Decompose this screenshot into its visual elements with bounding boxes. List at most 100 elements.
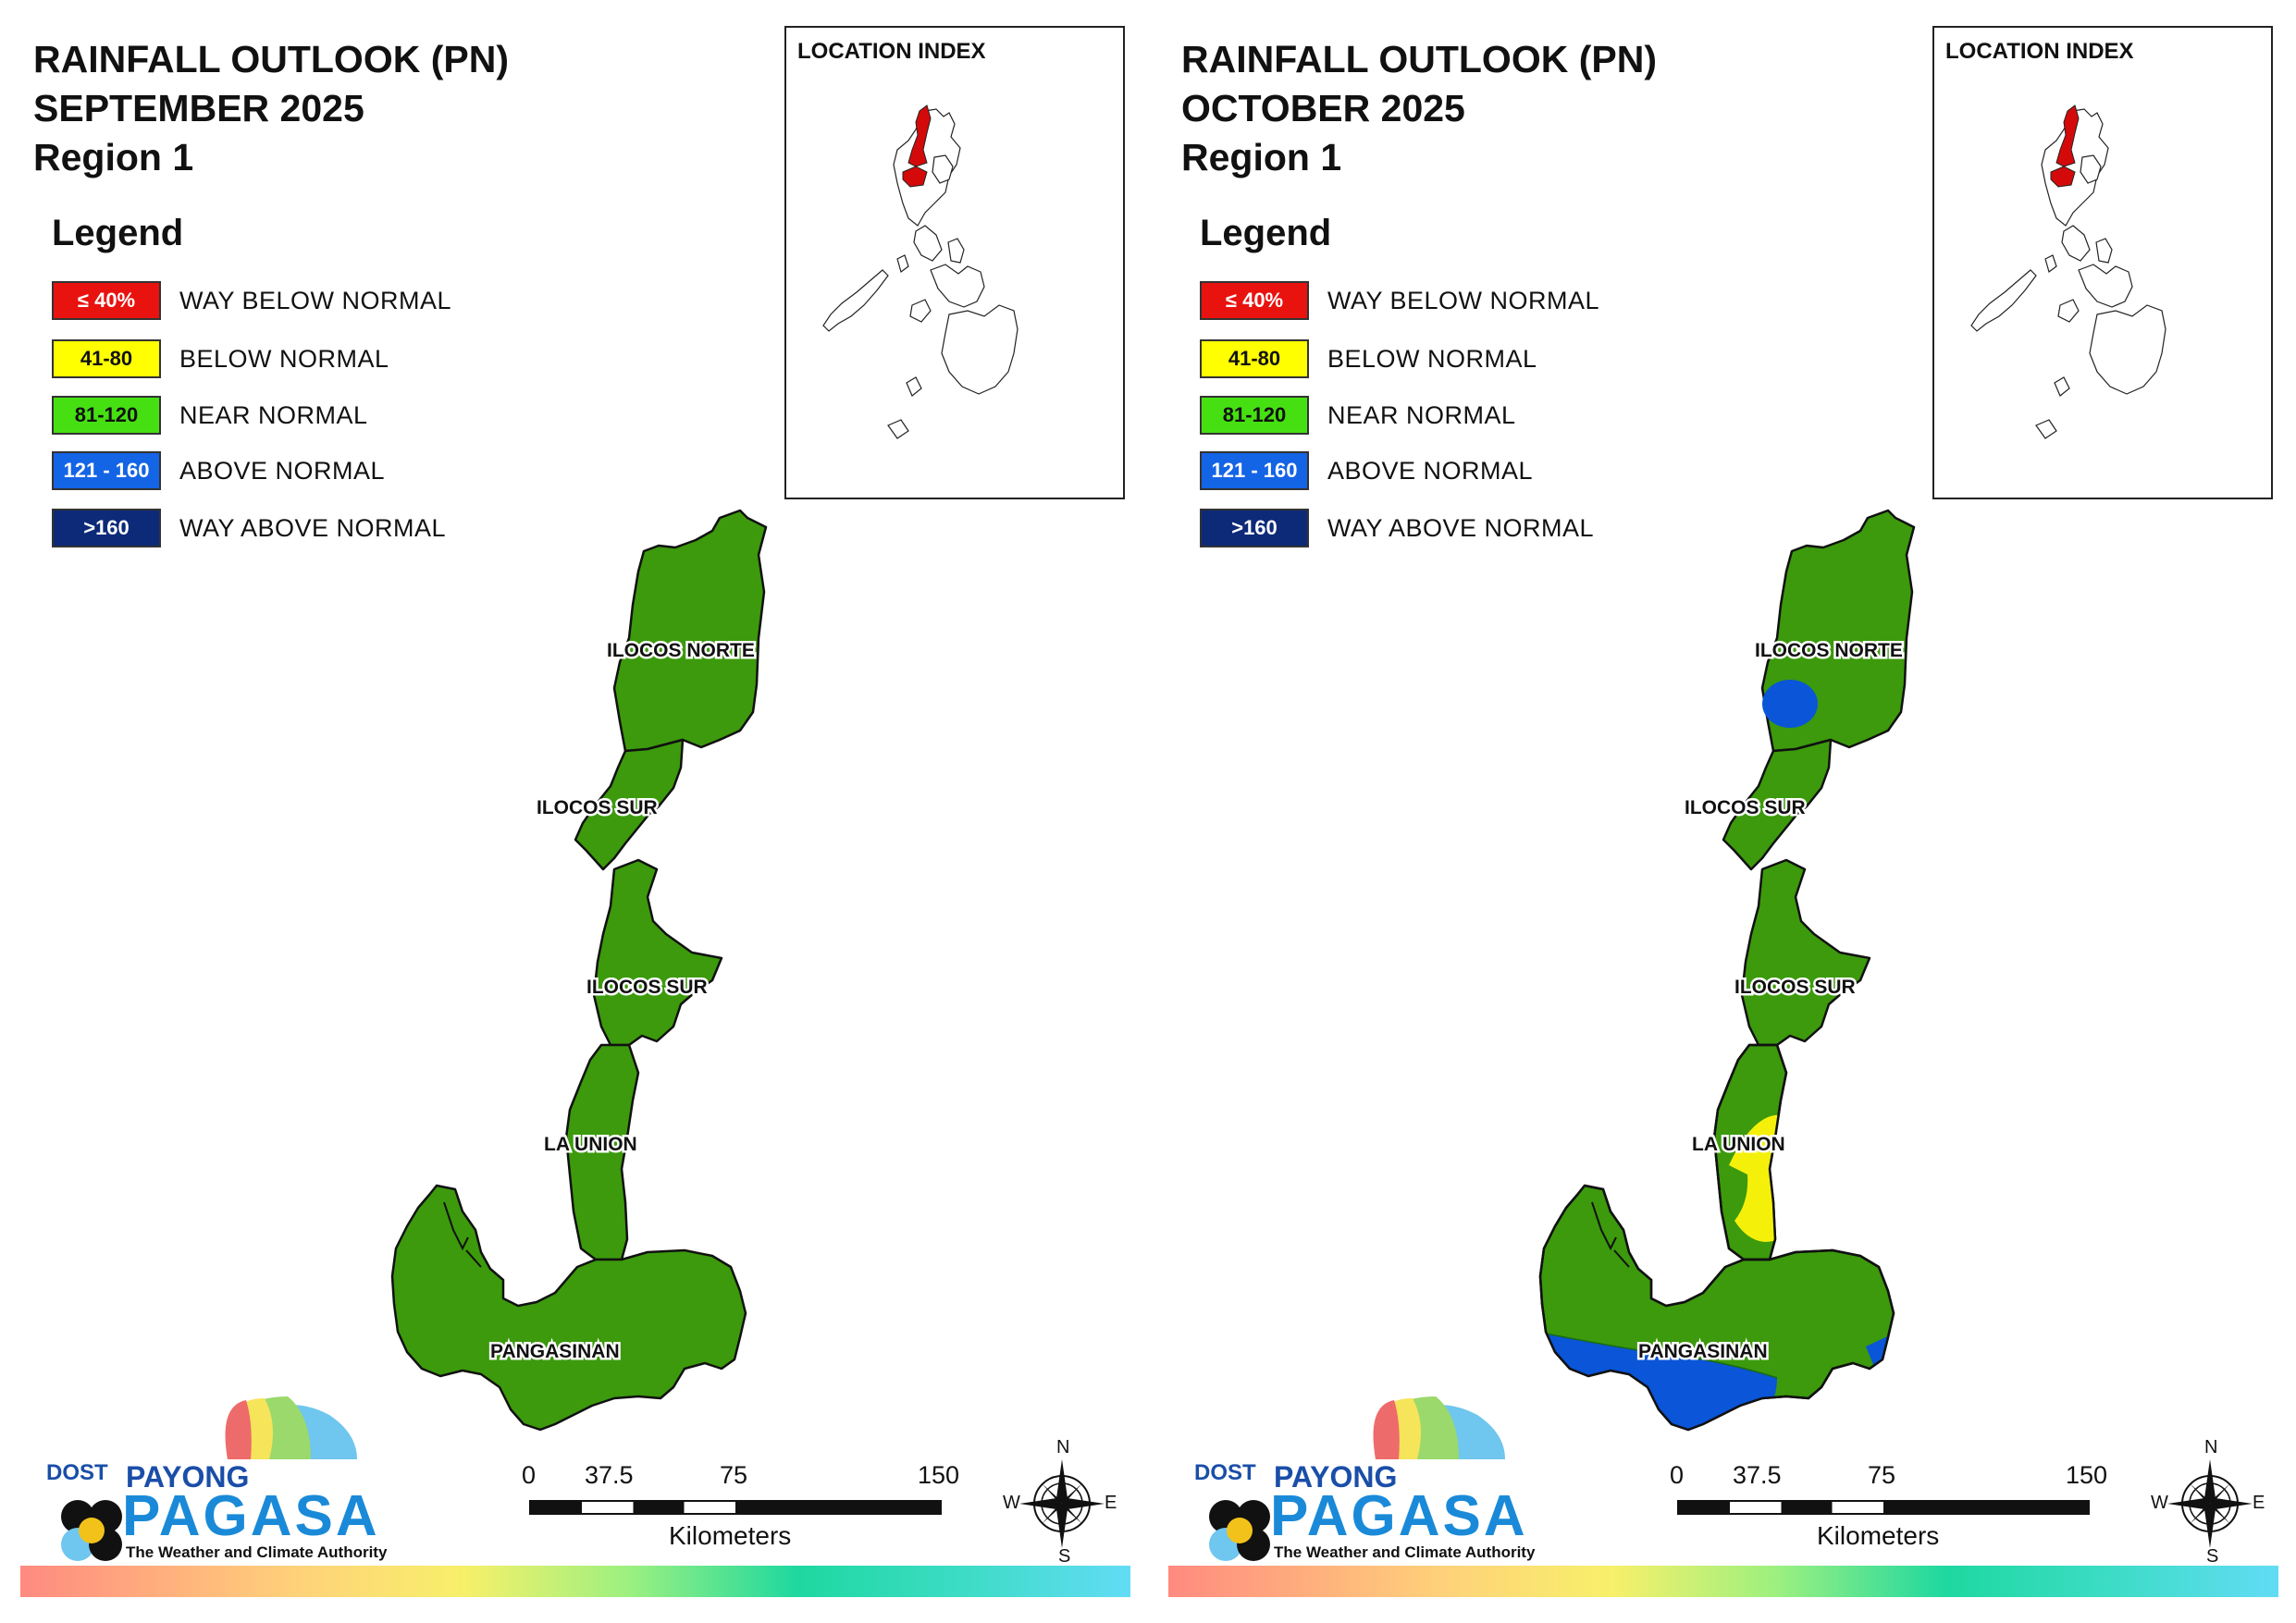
legend-item-way-below: ≤ 40% WAY BELOW NORMAL (1200, 280, 1599, 321)
location-index-inset: LOCATION INDEX (784, 26, 1125, 499)
outlook-panel-october: RAINFALL OUTLOOK (PN) OCTOBER 2025 Regio… (1148, 0, 2296, 1623)
ilocos-sur-north-polygon (574, 738, 685, 871)
province-label: LA UNION (544, 1134, 637, 1155)
ilocos-sur-south-polygon (1740, 858, 1871, 1047)
title-line-3: Region 1 (33, 136, 194, 178)
legend-label: ABOVE NORMAL (1327, 456, 1534, 485)
compass-s: S (1058, 1546, 1071, 1567)
philippines-outline-map (822, 105, 1018, 439)
legend-label: WAY ABOVE NORMAL (1327, 513, 1595, 542)
scale-bar: 0 37.5 75 150 Kilometers (1666, 1461, 2110, 1563)
legend-item-near: 81-120 NEAR NORMAL (52, 395, 368, 436)
scale-unit: Kilometers (1817, 1521, 1940, 1550)
footer-gradient-bar (1168, 1566, 2278, 1597)
anomaly-above-normal-ilocos-norte (1762, 680, 1818, 728)
ilocos-norte-polygon (612, 509, 768, 753)
scale-tick: 75 (720, 1461, 748, 1489)
legend-label: WAY BELOW NORMAL (179, 286, 452, 314)
legend-swatch: 81-120 (1200, 396, 1309, 435)
province-label: PANGASINAN (490, 1341, 620, 1362)
legend-item-way-above: >160 WAY ABOVE NORMAL (52, 508, 446, 548)
legend-label: NEAR NORMAL (179, 400, 368, 429)
legend-label: BELOW NORMAL (179, 344, 389, 373)
scale-bar-graphic (529, 1500, 942, 1515)
logo-tagline: The Weather and Climate Authority (126, 1543, 388, 1561)
legend-title: Legend (52, 213, 184, 253)
compass-s: S (2206, 1546, 2219, 1567)
legend-item-above: 121 - 160 ABOVE NORMAL (1200, 450, 1533, 491)
north-arrow: N S E W (2151, 1437, 2267, 1567)
scale-tick: 75 (1868, 1461, 1896, 1489)
philippines-outline-map (1970, 105, 2166, 439)
legend-item-below: 41-80 BELOW NORMAL (52, 338, 389, 379)
compass-w: W (1003, 1493, 1020, 1513)
scale-tick: 37.5 (1733, 1461, 1782, 1489)
legend-swatch: 81-120 (52, 396, 161, 435)
ilocos-sur-north-polygon (1722, 738, 1833, 871)
legend-label: WAY BELOW NORMAL (1327, 286, 1600, 314)
location-index-inset: LOCATION INDEX (1932, 26, 2273, 499)
scale-unit: Kilometers (669, 1521, 792, 1550)
payong-pagasa-logo: DOST PAYONG PAGASA The Weather and Clima… (1194, 1396, 1536, 1561)
logo-dost: DOST (1194, 1460, 1256, 1485)
legend-swatch: 121 - 160 (52, 451, 161, 490)
region-1-map: ILOCOS NORTE ILOCOS SUR ILOCOS SUR LA UN… (1538, 509, 1916, 1432)
legend-label: BELOW NORMAL (1327, 344, 1537, 373)
legend-item-below: 41-80 BELOW NORMAL (1200, 338, 1537, 379)
legend-swatch: 41-80 (52, 339, 161, 378)
legend-item-near: 81-120 NEAR NORMAL (1200, 395, 1516, 436)
legend-label: WAY ABOVE NORMAL (179, 513, 447, 542)
legend-swatch: 41-80 (1200, 339, 1309, 378)
province-label: LA UNION (1692, 1134, 1785, 1155)
compass-n: N (1056, 1437, 1070, 1457)
legend-label: NEAR NORMAL (1327, 400, 1516, 429)
legend-swatch: >160 (52, 509, 161, 547)
scale-tick: 150 (918, 1461, 960, 1489)
pangasinan-polygon (390, 1184, 747, 1432)
title-line-1: RAINFALL OUTLOOK (PN) (1181, 38, 1657, 80)
ilocos-sur-south-polygon (592, 858, 723, 1047)
province-label: ILOCOS NORTE (607, 640, 755, 661)
province-label: ILOCOS SUR (1734, 977, 1856, 998)
legend-swatch: 121 - 160 (1200, 451, 1309, 490)
panel-title: RAINFALL OUTLOOK (PN) OCTOBER 2025 Regio… (1181, 35, 1657, 182)
logo-dost: DOST (46, 1460, 108, 1485)
inset-title: LOCATION INDEX (797, 39, 986, 64)
compass-e: E (2253, 1493, 2265, 1513)
scale-tick: 37.5 (585, 1461, 634, 1489)
north-arrow: N S E W (1003, 1437, 1119, 1567)
region-1-map: ILOCOS NORTE ILOCOS SUR ILOCOS SUR LA UN… (390, 509, 768, 1432)
legend-title: Legend (1200, 213, 1332, 253)
panel-title: RAINFALL OUTLOOK (PN) SEPTEMBER 2025 Reg… (33, 35, 509, 182)
province-label: ILOCOS SUR (537, 797, 658, 818)
compass-rose-icon (2167, 1459, 2253, 1548)
legend-label: ABOVE NORMAL (179, 456, 386, 485)
payong-pagasa-logo: DOST PAYONG PAGASA The Weather and Clima… (46, 1396, 388, 1561)
title-line-3: Region 1 (1181, 136, 1342, 178)
province-label: ILOCOS NORTE (1755, 640, 1903, 661)
compass-n: N (2204, 1437, 2218, 1457)
province-label: PANGASINAN (1638, 1341, 1768, 1362)
province-label: ILOCOS SUR (1685, 797, 1806, 818)
title-line-2: SEPTEMBER 2025 (33, 87, 364, 129)
scale-tick: 150 (2066, 1461, 2108, 1489)
legend-item-above: 121 - 160 ABOVE NORMAL (52, 450, 385, 491)
logo-payong: PAYONG (1274, 1460, 1397, 1494)
logo-pagasa: PAGASA (1270, 1484, 1528, 1548)
legend-swatch: >160 (1200, 509, 1309, 547)
logo-payong: PAYONG (126, 1460, 249, 1494)
compass-w: W (2151, 1493, 2168, 1513)
footer-gradient-bar (20, 1566, 1130, 1597)
compass-rose-icon (1019, 1459, 1105, 1548)
title-line-1: RAINFALL OUTLOOK (PN) (33, 38, 509, 80)
legend-swatch: ≤ 40% (1200, 281, 1309, 320)
scale-tick: 0 (522, 1461, 537, 1489)
legend-item-way-above: >160 WAY ABOVE NORMAL (1200, 508, 1594, 548)
outlook-panel-september: RAINFALL OUTLOOK (PN) SEPTEMBER 2025 Reg… (20, 26, 1130, 1597)
title-line-2: OCTOBER 2025 (1181, 87, 1465, 129)
scale-bar: 0 37.5 75 150 Kilometers (518, 1461, 962, 1563)
logo-pagasa: PAGASA (122, 1484, 380, 1548)
inset-title: LOCATION INDEX (1945, 39, 2134, 64)
legend-item-way-below: ≤ 40% WAY BELOW NORMAL (52, 280, 451, 321)
compass-e: E (1105, 1493, 1117, 1513)
